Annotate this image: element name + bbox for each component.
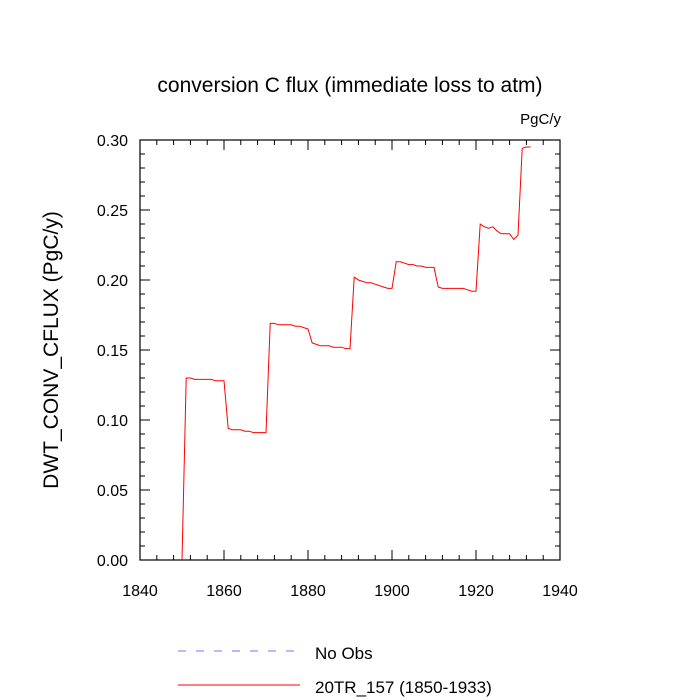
axis-ticks: 1840 1860 1880 1900 1920 1940 0.00 0.05 0.10 0.15… xyxy=(97,133,578,600)
legend-label: No Obs xyxy=(315,644,373,663)
y-axis-label: DWT_CONV_CFLUX (PgC/y) xyxy=(40,211,63,489)
chart-title: conversion C flux (immediate loss to atm… xyxy=(157,74,542,97)
y-tick-label: 0.25 xyxy=(97,203,128,220)
x-tick-label: 1900 xyxy=(374,583,410,600)
y-tick-label: 0.15 xyxy=(97,343,128,360)
x-tick-label: 1860 xyxy=(206,583,242,600)
legend-label: 20TR_157 (1850-1933) xyxy=(315,678,492,697)
y-tick-label: 0.20 xyxy=(97,273,128,290)
legend: No Obs 20TR_157 (1850-1933) xyxy=(178,644,492,697)
series-layer xyxy=(181,146,531,561)
y-tick-label: 0.00 xyxy=(97,553,128,570)
series-line xyxy=(181,146,531,561)
y-tick-label: 0.10 xyxy=(97,413,128,430)
units-label: PgC/y xyxy=(520,111,561,128)
x-tick-label: 1940 xyxy=(542,583,578,600)
plot-frame xyxy=(139,139,561,561)
x-tick-label: 1920 xyxy=(458,583,494,600)
y-tick-label: 0.30 xyxy=(97,133,128,150)
y-tick-label: 0.05 xyxy=(97,483,128,500)
x-tick-label: 1840 xyxy=(122,583,158,600)
x-tick-label: 1880 xyxy=(290,583,326,600)
